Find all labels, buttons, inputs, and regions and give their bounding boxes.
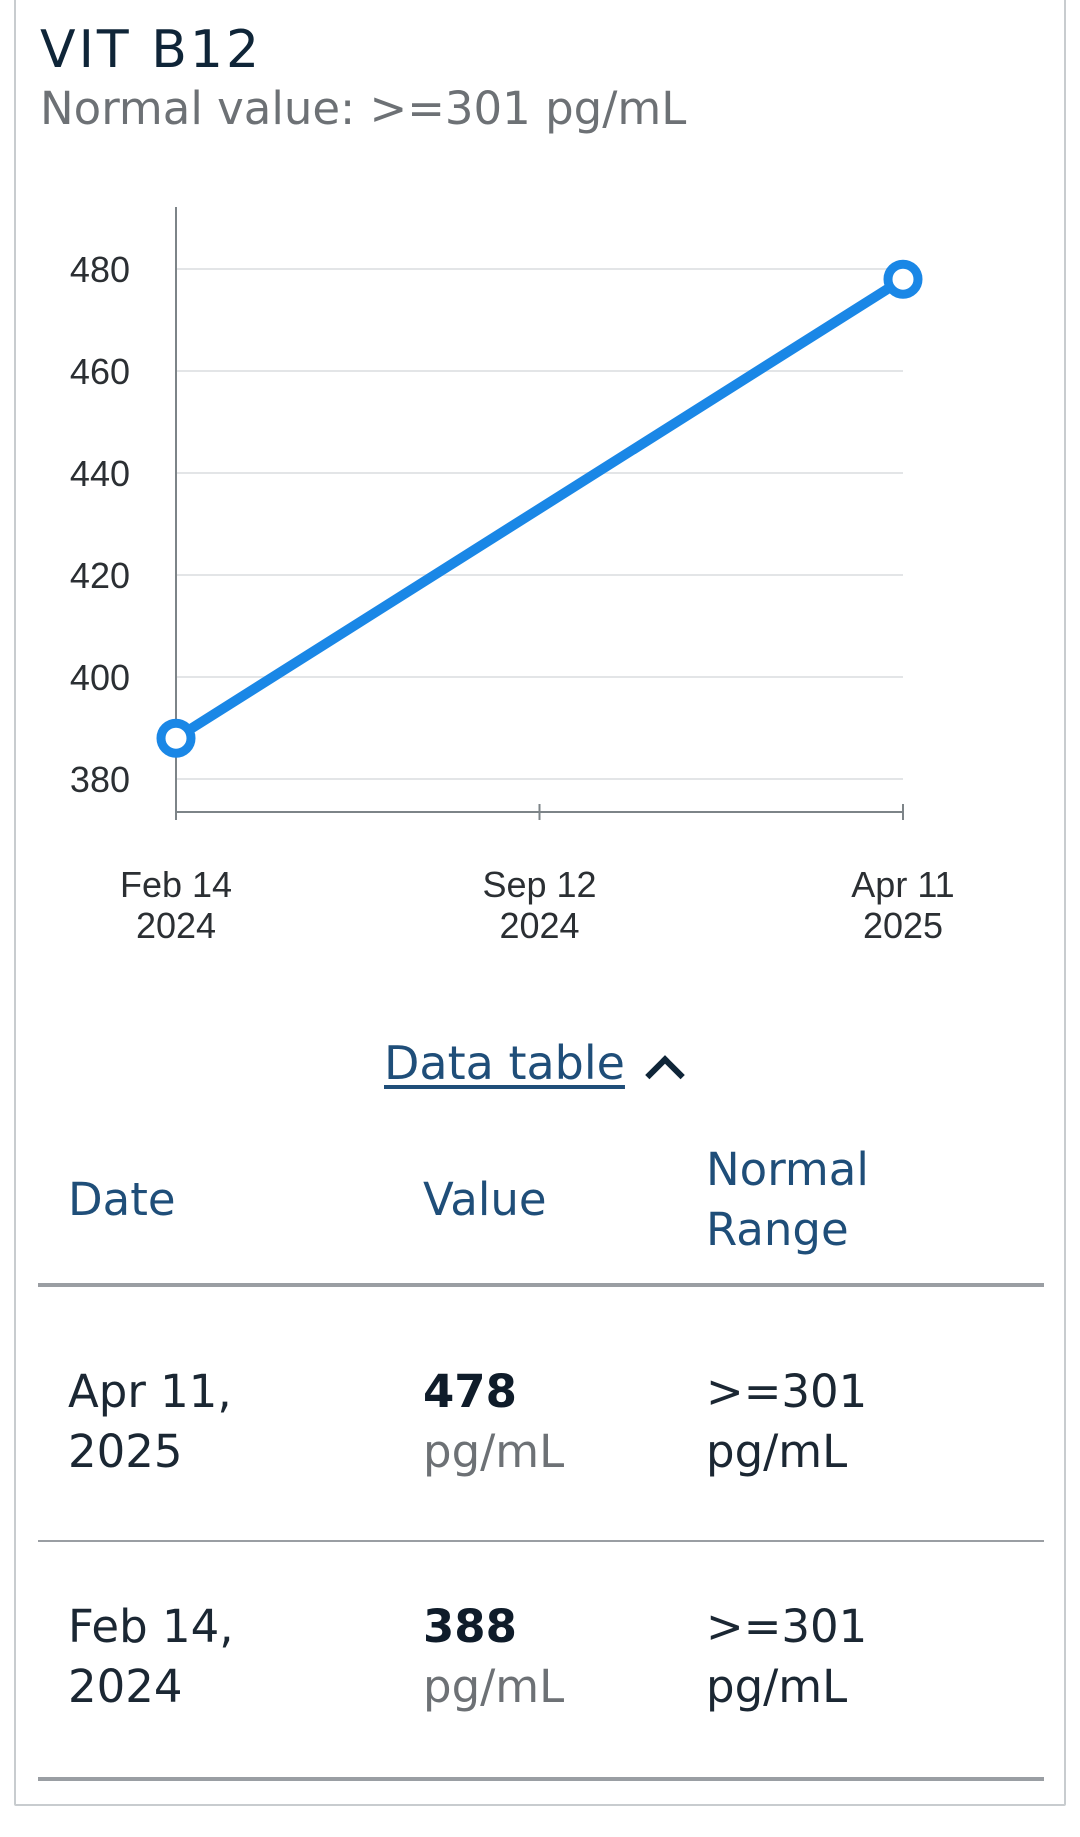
header-date: Date [68, 1173, 176, 1226]
chevron-up-icon[interactable] [645, 1055, 685, 1095]
table-row-2-range: >=301 pg/mL [706, 1597, 867, 1717]
header-normal-range: Normal Range [706, 1140, 869, 1260]
data-table-toggle[interactable]: Data table [384, 1036, 685, 1095]
data-table-toggle-label[interactable]: Data table [384, 1036, 625, 1090]
xtick-label-0-line2: 2024 [136, 905, 216, 946]
row-2-range-line1: >=301 [706, 1600, 868, 1653]
header-normal-range-line2: Range [706, 1203, 849, 1256]
row-2-date-line2: 2024 [68, 1660, 183, 1713]
xtick-label-2-line1: Apr 11 [851, 864, 954, 905]
xtick-label-0-line1: Feb 14 [120, 864, 232, 905]
data-point-0 [156, 718, 196, 758]
row-2-value-number: 388 [423, 1600, 517, 1653]
row-1-value-number: 478 [423, 1365, 517, 1418]
header-normal-range-line1: Normal [706, 1143, 869, 1196]
row-divider [38, 1540, 1044, 1542]
table-row-2-date: Feb 14, 2024 [68, 1597, 234, 1717]
table-bottom-divider [38, 1777, 1044, 1781]
row-1-date-line2: 2025 [68, 1425, 183, 1478]
xtick-label-1-line2: 2024 [499, 905, 579, 946]
row-2-date-line1: Feb 14, [68, 1600, 234, 1653]
table-row-1-date: Apr 11, 2025 [68, 1362, 232, 1482]
xtick-label-2-line2: 2025 [863, 905, 943, 946]
normal-value-subtitle: Normal value: >=301 pg/mL [40, 82, 687, 135]
row-1-date-line1: Apr 11, [68, 1365, 232, 1418]
test-title: VIT B12 [40, 20, 263, 80]
xtick-label-1-line1: Sep 12 [482, 864, 596, 905]
ytick-label-400: 400 [70, 657, 130, 698]
row-1-range-line1: >=301 [706, 1365, 868, 1418]
lab-result-card [14, 0, 1066, 1806]
table-row-2-value: 388 pg/mL [423, 1597, 564, 1717]
row-2-value-unit: pg/mL [423, 1660, 565, 1713]
row-2-range-line2: pg/mL [706, 1660, 848, 1713]
ytick-label-420: 420 [70, 555, 130, 596]
data-point-1 [883, 259, 923, 299]
ytick-label-480: 480 [70, 249, 130, 290]
header-divider [38, 1283, 1044, 1287]
row-1-value-unit: pg/mL [423, 1425, 565, 1478]
row-1-range-line2: pg/mL [706, 1425, 848, 1478]
table-row-1-value: 478 pg/mL [423, 1362, 564, 1482]
ytick-label-460: 460 [70, 351, 130, 392]
header-value: Value [423, 1173, 547, 1226]
series-line-0 [171, 274, 908, 744]
ytick-label-380: 380 [70, 759, 130, 800]
ytick-label-440: 440 [70, 453, 130, 494]
table-row-1-range: >=301 pg/mL [706, 1362, 867, 1482]
